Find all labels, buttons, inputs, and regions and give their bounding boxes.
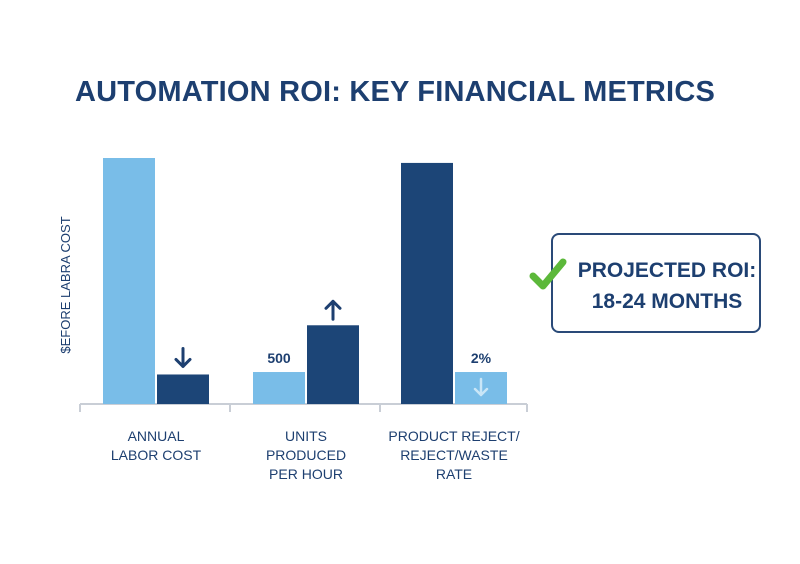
category-label: PRODUCED	[266, 447, 346, 463]
category-label: PRODUCT REJECT/	[388, 428, 519, 444]
data-label: 500	[267, 350, 291, 366]
category-label: ANNUAL	[128, 428, 185, 444]
data-label: 2%	[471, 350, 492, 366]
arrow-up-icon	[324, 299, 342, 321]
bar	[103, 158, 155, 404]
category-label: PER HOUR	[269, 466, 343, 482]
category-label: RATE	[436, 466, 472, 482]
roi-callout-line2: 18-24 MONTHS	[591, 290, 743, 313]
category-label: LABOR COST	[111, 447, 202, 463]
roi-callout-line1: PROJECTED ROI:	[577, 259, 757, 282]
projected-roi-callout: PROJECTED ROI: 18-24 MONTHS	[551, 233, 761, 333]
bar	[401, 162, 453, 404]
arrow-down-light-icon	[473, 377, 489, 397]
bar	[157, 374, 209, 404]
arrow-down-icon	[174, 346, 192, 368]
bar	[253, 372, 305, 404]
category-label: UNITS	[285, 428, 327, 444]
checkmark-icon	[529, 258, 567, 290]
category-label: REJECT/WASTE	[400, 447, 508, 463]
bar	[307, 325, 359, 404]
chart-title: AUTOMATION ROI: KEY FINANCIAL METRICS	[74, 76, 716, 108]
y-axis-label: $EFORE LABRA COST	[58, 216, 73, 353]
